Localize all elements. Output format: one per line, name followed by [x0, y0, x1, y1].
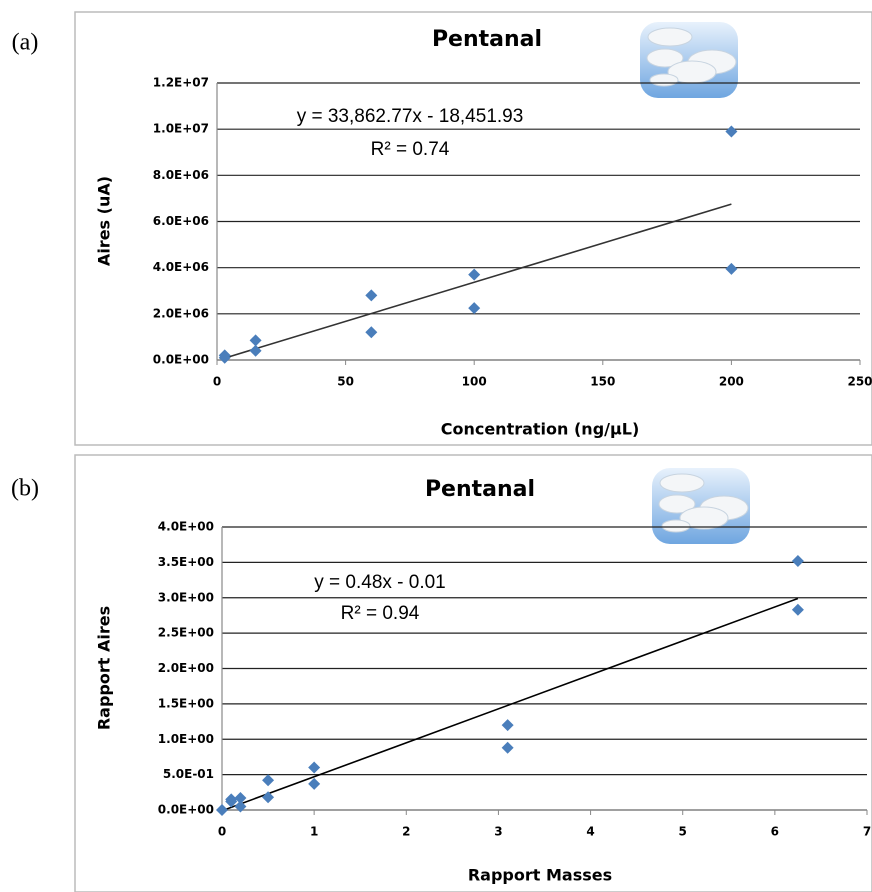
y-tick-label: 1.0E+00 [158, 732, 214, 746]
data-point [501, 741, 514, 754]
x-tick-label: 2 [402, 825, 410, 839]
x-tick-label: 0 [218, 825, 226, 839]
data-point [234, 791, 247, 804]
data-point [216, 804, 228, 816]
y-tick-label: 2.5E+00 [158, 626, 214, 640]
chart-title: Pentanal [425, 477, 535, 502]
y-tick-label: 3.0E+00 [158, 590, 214, 604]
disk-icon [640, 22, 738, 98]
data-point [262, 774, 275, 787]
disk [649, 73, 679, 87]
panel-label: (a) [12, 30, 39, 56]
annotation: y = 0.48x - 0.01 [314, 572, 446, 593]
y-tick-label: 1.0E+07 [153, 122, 209, 136]
y-axis-label: Rapport Aires [95, 606, 114, 730]
x-axis-label: Rapport Masses [468, 866, 612, 885]
data-point [468, 302, 481, 315]
y-tick-label: 4.0E+06 [153, 260, 209, 274]
annotation: R² = 0.94 [341, 603, 420, 624]
disk [647, 27, 693, 47]
x-tick-label: 200 [719, 375, 744, 389]
x-tick-label: 150 [590, 375, 615, 389]
trendline [221, 597, 799, 812]
chart-title: Pentanal [432, 27, 542, 52]
x-axis-label: Concentration (ng/µL) [441, 420, 640, 439]
y-tick-label: 8.0E+06 [153, 168, 209, 182]
x-tick-label: 7 [863, 825, 871, 839]
x-tick-label: 6 [771, 825, 779, 839]
x-tick-label: 50 [337, 375, 354, 389]
disk [646, 48, 684, 68]
annotation: y = 33,862.77x - 18,451.93 [297, 106, 524, 127]
disk [658, 494, 696, 514]
disk [659, 473, 705, 493]
data-point [225, 795, 238, 808]
annotation: R² = 0.74 [371, 139, 450, 160]
x-tick-label: 100 [462, 375, 487, 389]
data-point [218, 351, 231, 364]
y-tick-label: 2.0E+00 [158, 661, 214, 675]
disk-icon [652, 468, 750, 544]
trendline [224, 203, 732, 359]
chart-frame [74, 11, 872, 446]
y-tick-label: 6.0E+06 [153, 214, 209, 228]
data-point [308, 761, 321, 774]
y-tick-label: 5.0E-01 [163, 767, 214, 781]
y-tick-label: 3.5E+00 [158, 555, 214, 569]
panel-label: (b) [11, 476, 39, 502]
x-tick-label: 3 [494, 825, 502, 839]
data-point [249, 344, 262, 357]
data-point [501, 719, 514, 732]
data-point [234, 800, 247, 813]
data-point [365, 326, 378, 339]
x-tick-label: 4 [586, 825, 594, 839]
y-axis-label: Aires (uA) [95, 176, 114, 266]
y-tick-label: 1.5E+00 [158, 696, 214, 710]
data-point [791, 554, 804, 567]
y-tick-label: 0.0E+00 [153, 353, 209, 367]
disk [679, 506, 729, 530]
y-tick-label: 2.0E+06 [153, 306, 209, 320]
x-tick-label: 1 [310, 825, 318, 839]
data-point [262, 791, 275, 804]
y-tick-label: 4.0E+00 [158, 520, 214, 534]
data-point [365, 289, 378, 302]
data-point [249, 334, 262, 347]
x-tick-label: 0 [213, 375, 221, 389]
data-point [308, 777, 321, 790]
disk [661, 519, 691, 533]
x-tick-label: 5 [679, 825, 687, 839]
data-point [468, 268, 481, 281]
data-point [725, 125, 738, 138]
y-tick-label: 0.0E+00 [158, 803, 214, 817]
y-tick-label: 1.2E+07 [153, 76, 209, 90]
data-point [725, 262, 738, 275]
x-tick-label: 250 [847, 375, 872, 389]
data-point [791, 603, 804, 616]
